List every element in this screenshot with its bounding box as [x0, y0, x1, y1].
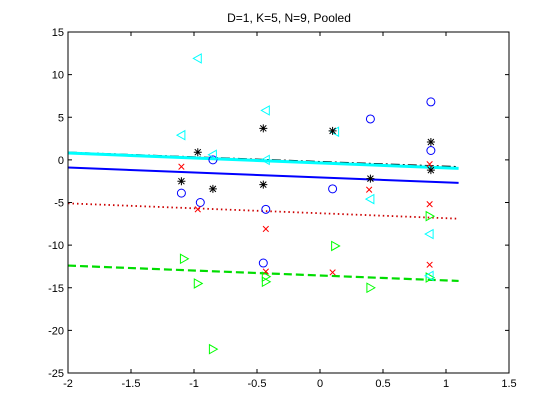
data-point-s3-6 [331, 240, 341, 252]
data-point-s5-5 [259, 180, 268, 189]
x-tick-label: -0.5 [248, 378, 267, 390]
x-tick-label: -2 [63, 378, 73, 390]
x-tick-label: 1.5 [501, 378, 516, 390]
y-tick-label: 10 [52, 70, 64, 82]
y-tick-label: -20 [48, 325, 64, 337]
data-point-s5-6 [328, 126, 337, 135]
data-point-s4-1 [175, 129, 186, 141]
data-point-s1-9 [426, 145, 436, 155]
y-tick-label: -5 [54, 198, 64, 210]
y-tick-label: -25 [48, 368, 64, 380]
data-point-s2-6 [365, 186, 373, 193]
data-point-s2-2 [194, 206, 201, 213]
data-point-s3-2 [193, 278, 204, 289]
data-point-s2-5 [329, 269, 336, 276]
data-point-s4-2 [192, 53, 202, 64]
x-tick-label: -1.5 [122, 378, 141, 390]
data-points [175, 53, 436, 355]
data-point-s2-7 [426, 201, 433, 208]
data-point-s5-4 [259, 124, 268, 133]
data-point-s5-9 [426, 166, 435, 175]
data-point-s3-4 [261, 271, 272, 283]
data-point-s2-8 [426, 261, 433, 268]
data-point-s3-3 [208, 343, 219, 355]
data-point-s3-5 [261, 276, 272, 288]
data-point-s5-1 [177, 177, 186, 186]
data-point-s2-9 [426, 160, 433, 168]
x-tick-label: 0.5 [375, 378, 390, 390]
data-point-s3-7 [366, 282, 376, 294]
data-point-s4-5 [260, 154, 270, 166]
y-tick-label: -15 [48, 283, 64, 295]
data-point-s1-7 [365, 114, 375, 124]
data-point-s5-3 [208, 184, 217, 193]
data-point-s4-8 [424, 228, 434, 240]
data-point-s3-8 [425, 210, 436, 222]
y-tick-label: 5 [58, 112, 64, 124]
y-tick-label: -10 [48, 240, 64, 252]
y-tick-label: 15 [52, 27, 64, 39]
data-point-s3-1 [179, 253, 190, 265]
x-tick-label: 1 [443, 378, 449, 390]
axes: -2 -1.5 -1 -0.5 0 0.5 1 1.5 -25 -20 -15 -10 -5 0 5 10 15 [48, 27, 517, 390]
plot-background [68, 32, 509, 373]
data-point-s5-7 [366, 174, 375, 183]
data-point-s2-1 [178, 163, 185, 170]
data-point-s3-9 [425, 272, 436, 283]
data-point-s4-3 [207, 149, 217, 161]
data-point-s4-7 [364, 193, 375, 205]
data-point-s1-4 [258, 258, 268, 268]
x-tick-label: 0 [317, 378, 323, 390]
data-point-s4-9 [424, 270, 434, 282]
data-point-s1-1 [176, 188, 186, 198]
data-point-s1-5 [261, 204, 271, 214]
y-tick-label: 0 [58, 155, 64, 167]
data-point-s5-8 [426, 137, 435, 146]
data-point-s2-3 [262, 225, 269, 233]
data-point-s5-2 [193, 148, 202, 157]
data-point-s1-6 [328, 184, 338, 194]
data-point-s1-8 [426, 97, 436, 107]
x-tick-label: -1 [189, 378, 199, 390]
fit-line-3 [67, 166, 459, 184]
data-point-s4-4 [260, 105, 270, 116]
plot-area [68, 32, 509, 373]
chart-title: D=1, K=5, N=9, Pooled [227, 11, 351, 25]
